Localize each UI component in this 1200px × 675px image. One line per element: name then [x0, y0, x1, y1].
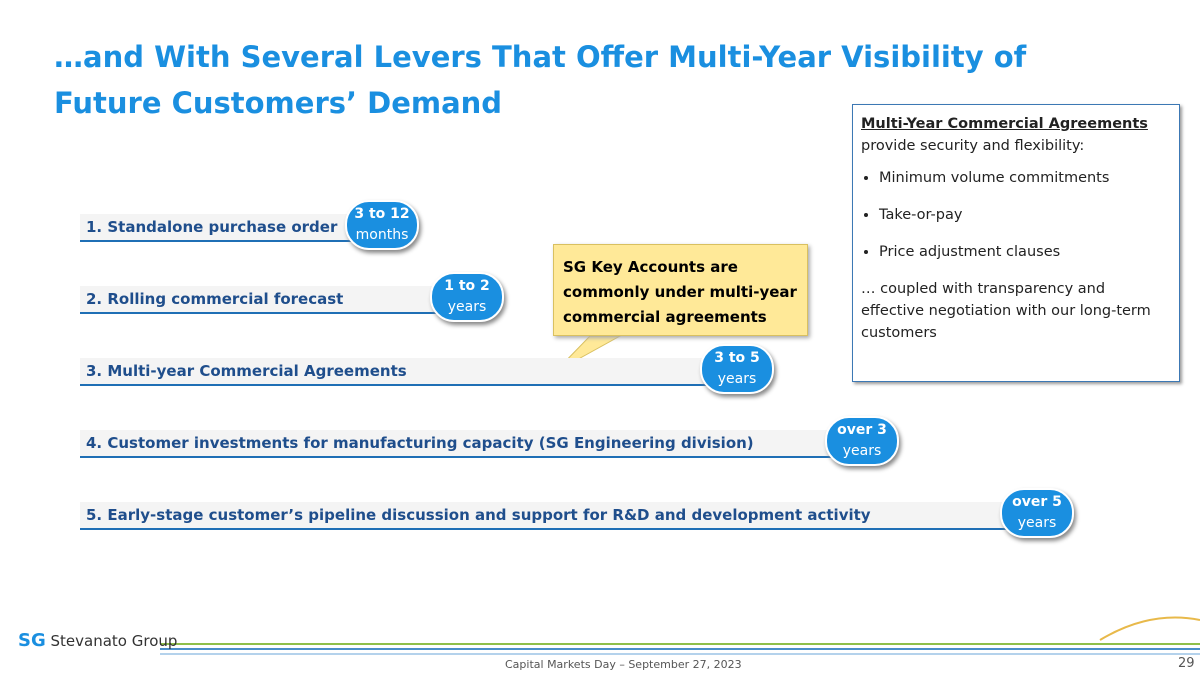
badge: over 3 years [825, 416, 899, 466]
badge-top: 3 to 12 [354, 206, 410, 222]
info-intro: provide security and flexibility: [861, 138, 1085, 154]
info-box: Multi-Year Commercial Agreements provide… [852, 104, 1180, 382]
badge-top: 3 to 5 [714, 350, 760, 366]
badge-top: over 3 [837, 422, 887, 438]
bullets: Minimum volume commitments Take-or-pay Pri… [861, 167, 1171, 263]
lever-row: 5. Early-stage customer’s pipeline discu… [80, 502, 1006, 530]
lever-row: 3. Multi-year Commercial Agreements [80, 358, 706, 386]
badge: 3 to 12 months [345, 200, 419, 250]
badge-bottom: years [842, 443, 882, 459]
logo: SG Stevanato Group [18, 630, 177, 651]
badge-bottom: years [447, 299, 487, 315]
info-heading: Multi-Year Commercial Agreements [861, 116, 1148, 132]
badge-bottom: months [355, 227, 409, 243]
badge: over 5 years [1000, 488, 1074, 538]
lever-row: 2. Rolling commercial forecast [80, 286, 436, 314]
badge-bottom: years [1017, 515, 1057, 531]
bullet: Take-or-pay [879, 204, 1171, 226]
logo-text: Stevanato Group [50, 632, 178, 650]
title: …and With Several Levers That Offer Mult… [54, 40, 1027, 120]
page-number: 29 [1178, 656, 1195, 671]
info-closing: … coupled with transparency and effectiv… [861, 281, 1151, 341]
bullet: Price adjustment clauses [879, 241, 1171, 263]
event: Capital Markets Day – September 27, 2023 [505, 658, 742, 671]
badge-bottom: years [717, 371, 757, 387]
lever-row: 4. Customer investments for manufacturin… [80, 430, 831, 458]
lever-row: 1. Standalone purchase order [80, 214, 351, 242]
logo-mark: SG [18, 630, 46, 651]
badge-top: over 5 [1012, 494, 1062, 510]
badge: 1 to 2 years [430, 272, 504, 322]
bullet: Minimum volume commitments [879, 167, 1171, 189]
badge: 3 to 5 years [700, 344, 774, 394]
callout: SG Key Accounts are commonly under multi… [553, 244, 808, 336]
badge-top: 1 to 2 [444, 278, 490, 294]
